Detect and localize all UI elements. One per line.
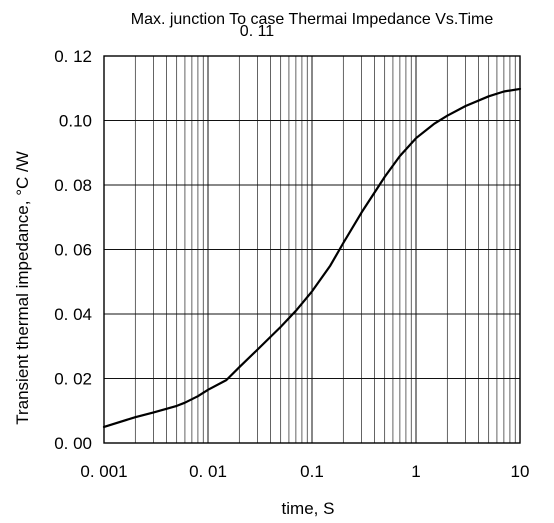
x-tick-label: 10 [511,462,530,481]
y-tick-label: 0. 12 [54,47,92,66]
y-tick-label: 0. 02 [54,370,92,389]
x-tick-label: 1 [411,462,420,481]
y-tick-label: 0. 00 [54,434,92,453]
chart-title: Max. junction To case Thermai Impedance … [131,11,494,28]
x-tick-label: 0. 001 [80,462,127,481]
x-axis-label: time, S [282,499,335,518]
tick-labels: 0. 001 0. 01 0.1 1 10 0. 00 0. 02 0. 04 0. 06 0. … [54,47,529,481]
y-tick-label: 0. 08 [54,176,92,195]
x-tick-label: 0.1 [300,462,324,481]
x-tick-label: 0. 01 [189,462,227,481]
series-layer [102,87,522,428]
plot-frame [103,55,521,444]
y-tick-label: 0.10 [59,112,92,131]
axes [103,55,521,444]
y-tick-label: 0. 04 [54,305,92,324]
y-tick-label: 0. 06 [54,241,92,260]
grid [103,55,521,444]
chart-annotation: 0. 11 [240,23,275,40]
y-axis-label: Transient thermal impedance, °C /W [13,151,32,425]
series-line [102,87,522,428]
